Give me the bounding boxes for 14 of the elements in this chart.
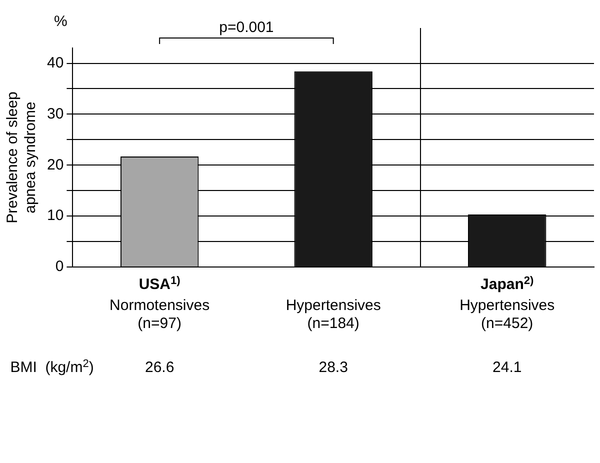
y-tick-label: 0 xyxy=(55,258,64,276)
y-axis-title: Prevalence of sleep apnea syndrome xyxy=(4,92,40,224)
x-tick-label: Hypertensives (n=184) xyxy=(286,297,381,332)
text: 26.6 xyxy=(144,359,174,376)
y-tick-label: 10 xyxy=(46,207,64,224)
x-tick-label: Normotensives (n=97) xyxy=(110,297,210,332)
y-tick-label: 30 xyxy=(46,105,64,122)
y-tick-label: 20 xyxy=(46,156,64,174)
text: 28.3 xyxy=(318,359,348,376)
text: p=0.001 xyxy=(219,19,274,36)
x-tick-label: Hypertensives (n=452) xyxy=(460,297,555,332)
y-tick-label: 40 xyxy=(46,54,64,72)
text: % xyxy=(54,13,68,30)
text: 24.1 xyxy=(492,359,522,376)
